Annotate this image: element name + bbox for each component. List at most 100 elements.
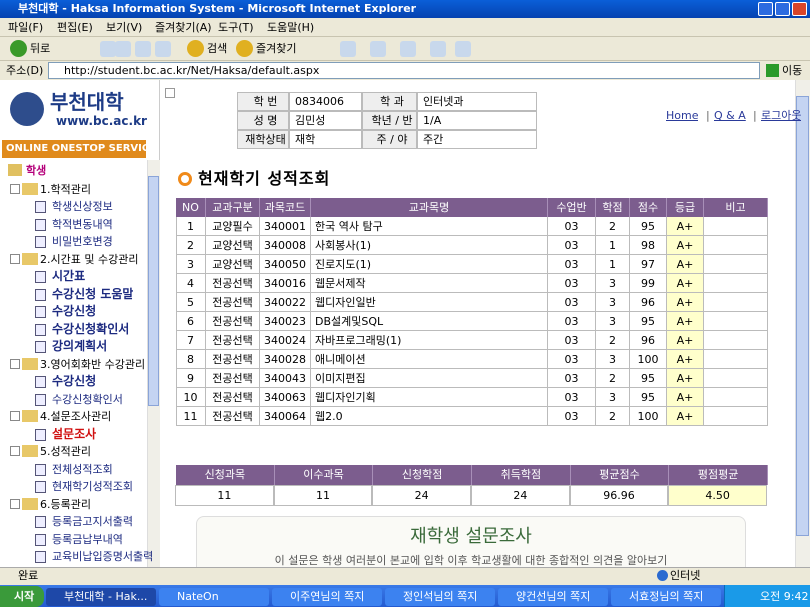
info-value: 주간 <box>417 130 537 149</box>
scroll-thumb[interactable] <box>796 96 809 536</box>
info-value: 1/A <box>417 111 537 130</box>
table-cell: A+ <box>667 236 704 255</box>
toolbar-icon[interactable] <box>155 41 171 57</box>
page-title: 현재학기 성적조회 <box>198 169 331 188</box>
separator <box>0 60 810 61</box>
menu-item[interactable]: 파일(F) <box>8 21 44 34</box>
page-icon <box>35 481 46 493</box>
tree-root[interactable]: 학생 <box>26 164 47 177</box>
table-cell: A+ <box>667 217 704 236</box>
info-label: 학 번 <box>237 92 289 111</box>
tree-item[interactable]: 수강신청확인서 <box>52 321 130 336</box>
table-header: 수업반 <box>548 198 596 217</box>
toolbar-icon[interactable] <box>100 41 116 57</box>
tree-item[interactable]: 학생신상정보 <box>52 200 113 213</box>
menu-item[interactable]: 도구(T) <box>218 21 254 34</box>
table-cell: 03 <box>548 388 596 407</box>
tree-item[interactable]: 전체성적조회 <box>52 462 113 476</box>
tree-toggle[interactable] <box>10 446 20 456</box>
table-cell: 03 <box>548 274 596 293</box>
table-cell: 교양필수 <box>206 217 260 236</box>
table-cell: A+ <box>667 350 704 369</box>
table-cell: 10 <box>176 388 206 407</box>
tree-group[interactable]: 3.영어회화반 수강관리 <box>40 357 146 371</box>
window-button[interactable] <box>775 2 790 16</box>
tree-toggle[interactable] <box>10 253 20 264</box>
task-button[interactable]: 정인석님의 쪽지 <box>385 588 495 606</box>
tree-item[interactable]: 수강신청확인서 <box>52 392 123 406</box>
scroll-thumb[interactable] <box>148 176 159 406</box>
tree-group[interactable]: 5.성적관리 <box>40 445 91 458</box>
toolbar-icon[interactable] <box>135 41 151 57</box>
nav-link[interactable]: 로그아웃 <box>761 109 802 122</box>
tree-item[interactable]: 등록금납부내역 <box>52 532 123 546</box>
toolbar-icon[interactable] <box>370 41 386 57</box>
toolbar-icon[interactable] <box>430 41 446 57</box>
task-button[interactable]: 부천대학 - Hak... <box>46 588 156 606</box>
summary-value: 24 <box>372 485 471 506</box>
toolbar-icon[interactable] <box>400 41 416 57</box>
task-button[interactable]: NateOn <box>159 588 269 606</box>
task-button[interactable]: 이주연님의 쪽지 <box>272 588 382 606</box>
tree-item[interactable]: 등록금고지서출력 <box>52 515 133 528</box>
table-header: 등급 <box>667 198 704 217</box>
window-button[interactable] <box>758 2 773 16</box>
tree-group[interactable]: 2.시간표 및 수강관리 <box>40 252 139 266</box>
table-cell <box>704 350 768 369</box>
tree-item[interactable]: 수강신청 <box>52 374 97 388</box>
tree-item[interactable]: 시간표 <box>52 269 86 283</box>
table-cell: 애니메이션 <box>311 350 548 369</box>
summary-value: 4.50 <box>668 485 767 506</box>
tree-item[interactable]: 학적변동내역 <box>52 217 113 231</box>
tree-toggle[interactable] <box>10 498 20 509</box>
menu-item[interactable]: 보기(V) <box>106 21 143 34</box>
tree-item[interactable]: 수강신청 도움말 <box>52 286 134 301</box>
tree-item[interactable]: 강의계획서 <box>52 339 108 353</box>
separator-bar: | <box>706 109 710 122</box>
table-cell: 웹2.0 <box>311 407 548 426</box>
table-cell: 전공선택 <box>206 407 260 426</box>
toolbar-icon[interactable] <box>10 40 27 57</box>
nav-link[interactable]: Q & A <box>714 109 746 122</box>
table-cell: A+ <box>667 388 704 407</box>
table-cell: 340064 <box>260 407 311 426</box>
summary-value: 11 <box>175 485 274 506</box>
toolbar-icon[interactable] <box>236 40 253 57</box>
tree-group[interactable]: 4.설문조사관리 <box>40 410 112 423</box>
tree-item[interactable]: 현재학기성적조회 <box>52 480 133 493</box>
tree-item[interactable]: 수강신청 <box>52 304 97 318</box>
go-button[interactable]: 이동 <box>782 64 803 77</box>
tree-toggle[interactable] <box>10 411 20 421</box>
tree-toggle[interactable] <box>10 358 20 369</box>
tree-group[interactable]: 1.학적관리 <box>40 182 91 196</box>
toolbar-button[interactable]: 즐겨찾기 <box>256 42 297 55</box>
address-box[interactable] <box>48 62 760 79</box>
tree-toggle[interactable] <box>10 183 20 194</box>
menu-item[interactable]: 편집(E) <box>57 21 93 34</box>
toolbar-icon[interactable] <box>115 41 131 57</box>
window-button[interactable] <box>792 2 807 16</box>
go-icon[interactable] <box>766 64 779 77</box>
table-cell: 전공선택 <box>206 388 260 407</box>
start-button[interactable]: 시작 <box>0 586 44 607</box>
toolbar-button[interactable]: 검색 <box>207 42 228 55</box>
table-cell: 2 <box>596 217 630 236</box>
menu-item[interactable]: 도움말(H) <box>267 21 315 34</box>
toolbar-icon[interactable] <box>187 40 204 57</box>
tree-item[interactable]: 교육비납입증명서출력 <box>52 550 154 563</box>
toolbar-icon[interactable] <box>340 41 356 57</box>
tree-item[interactable]: 비밀번호변경 <box>52 235 113 248</box>
task-button[interactable]: 양건선님의 쪽지 <box>498 588 608 606</box>
nav-link[interactable]: Home <box>666 109 699 122</box>
tree-group[interactable]: 6.등록관리 <box>40 497 91 511</box>
tree-item[interactable]: 설문조사 <box>52 426 97 441</box>
toolbar-icon[interactable] <box>455 41 471 57</box>
summary-header: 평점평균 <box>669 465 768 485</box>
table-cell: 웹문서제작 <box>311 274 548 293</box>
toolbar-button[interactable]: 뒤로 <box>30 42 51 55</box>
task-button[interactable]: 서효정님의 쪽지 <box>611 588 721 606</box>
menu-item[interactable]: 즐겨찾기(A) <box>155 21 212 34</box>
table-cell: 95 <box>630 312 667 331</box>
table-cell <box>704 236 768 255</box>
page-icon <box>35 516 46 528</box>
